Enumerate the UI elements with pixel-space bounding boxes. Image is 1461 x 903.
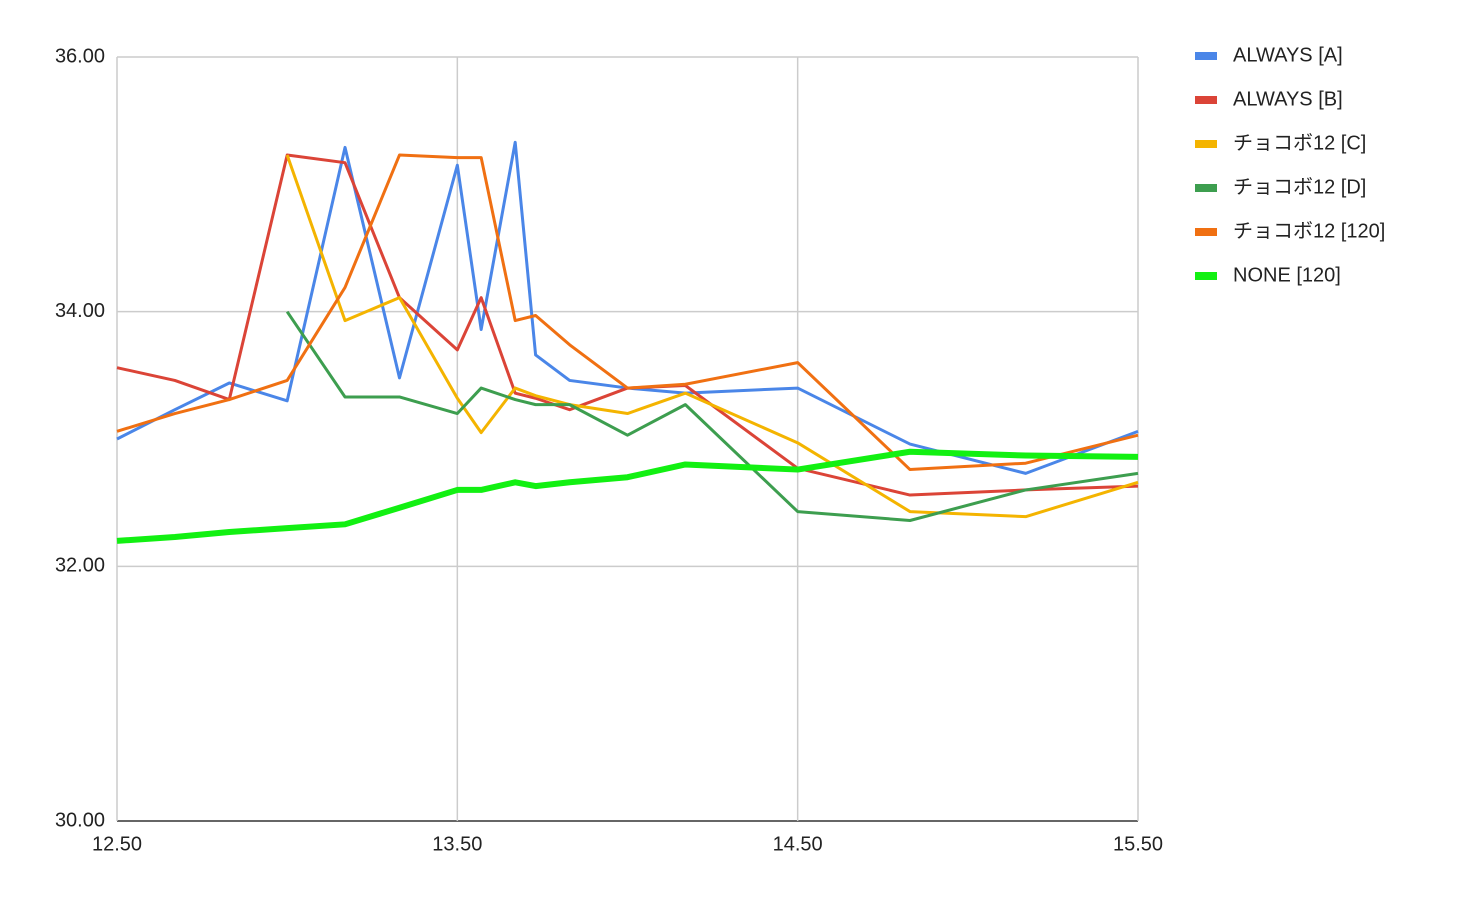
legend-swatch: [1195, 96, 1217, 104]
legend-label: チョコボ12 [C]: [1233, 131, 1366, 154]
legend-swatch: [1195, 52, 1217, 60]
series-line: [116, 448, 1139, 544]
x-tick-label: 14.50: [773, 833, 823, 855]
y-tick-label: 36.00: [55, 45, 105, 67]
x-tick-label: 15.50: [1113, 833, 1163, 855]
x-tick-label: 12.50: [92, 833, 142, 855]
x-tick-label: 13.50: [432, 833, 482, 855]
legend-label: NONE [120]: [1233, 264, 1341, 286]
y-tick-label: 34.00: [55, 300, 105, 322]
y-tick-label: 32.00: [55, 555, 105, 577]
series-line: [116, 153, 1139, 497]
series-line: [116, 153, 1139, 472]
legend-swatch: [1195, 228, 1217, 236]
legend-label: チョコボ12 [D]: [1233, 175, 1366, 198]
series-line: [285, 154, 1139, 519]
series-line: [116, 140, 1139, 475]
legend-label: ALWAYS [B]: [1233, 88, 1343, 110]
legend-swatch: [1195, 184, 1217, 192]
legend-swatch: [1195, 140, 1217, 148]
legend-label: チョコボ12 [120]: [1233, 219, 1385, 242]
legend-swatch: [1195, 272, 1217, 280]
y-tick-label: 30.00: [55, 809, 105, 831]
series-line: [285, 310, 1139, 522]
legend-label: ALWAYS [A]: [1233, 44, 1343, 66]
